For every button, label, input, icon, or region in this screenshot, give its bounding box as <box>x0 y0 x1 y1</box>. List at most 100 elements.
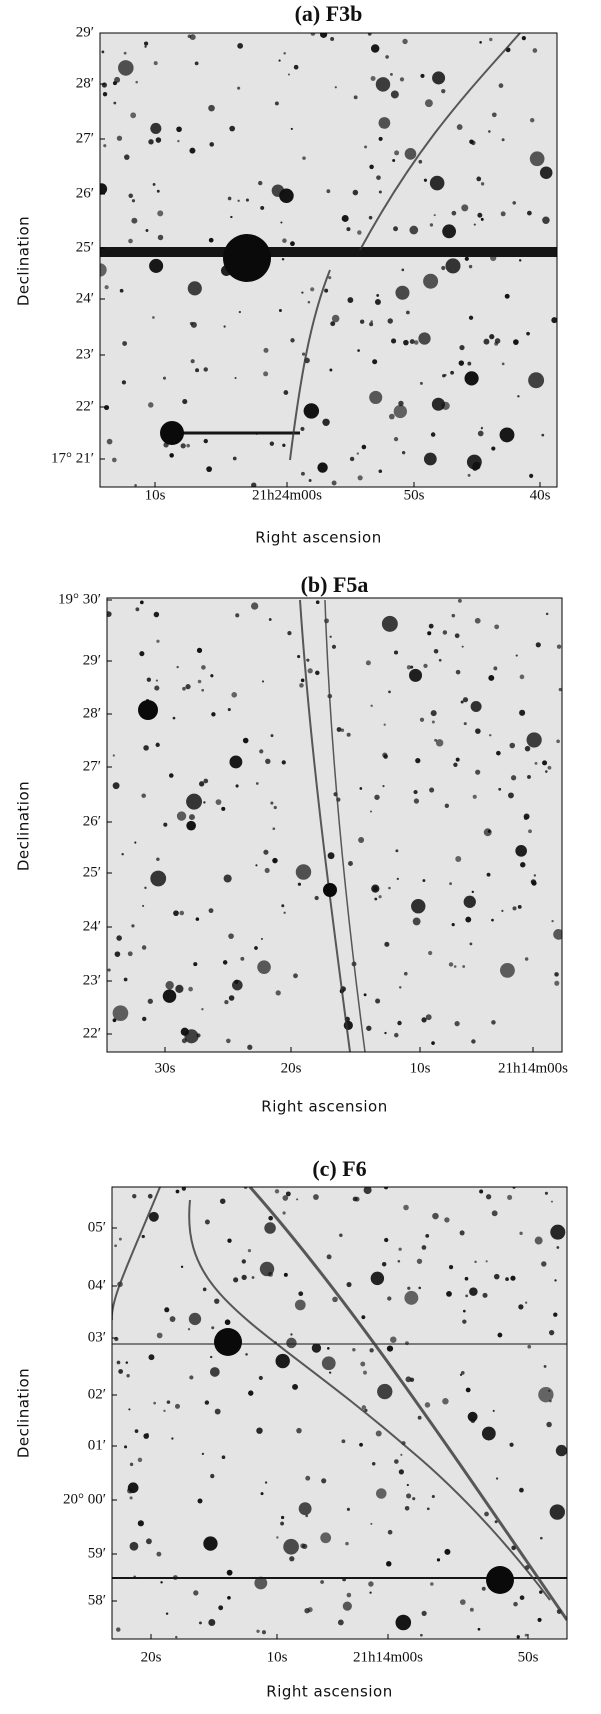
star <box>290 241 295 247</box>
star <box>554 1279 557 1282</box>
star <box>310 33 316 36</box>
star <box>383 723 386 726</box>
star <box>387 1296 392 1301</box>
y-tick-label: 03′ <box>88 1329 106 1345</box>
star <box>241 1274 247 1280</box>
star <box>547 765 552 770</box>
star <box>270 734 274 738</box>
y-tick-label: 29′ <box>83 652 101 668</box>
star <box>307 1607 313 1613</box>
star <box>527 210 532 216</box>
star <box>233 1277 239 1283</box>
star <box>367 33 372 36</box>
star <box>398 400 404 407</box>
y-tick-label: 23′ <box>76 346 94 362</box>
star <box>176 126 182 133</box>
star <box>152 182 156 186</box>
star <box>157 234 164 241</box>
star <box>112 754 115 757</box>
star <box>308 479 312 482</box>
star <box>369 1591 372 1594</box>
star <box>539 1536 543 1540</box>
star <box>175 1403 180 1409</box>
star <box>107 611 112 618</box>
filament <box>248 1187 567 1621</box>
star <box>393 226 399 232</box>
star <box>477 430 484 437</box>
star <box>263 371 269 377</box>
star <box>377 1383 393 1400</box>
star <box>195 368 200 373</box>
star <box>160 1581 163 1584</box>
star <box>501 909 504 912</box>
star <box>537 1617 542 1622</box>
star <box>412 917 421 926</box>
star <box>387 1529 393 1535</box>
y-tick-label: 25′ <box>76 239 94 255</box>
star <box>501 138 505 142</box>
star <box>467 361 472 366</box>
star <box>465 1294 469 1298</box>
star <box>144 45 147 48</box>
star <box>209 142 215 147</box>
star <box>114 951 121 958</box>
star <box>378 469 383 473</box>
star <box>431 720 435 724</box>
star <box>553 1312 558 1317</box>
star <box>196 647 203 654</box>
star <box>489 334 495 340</box>
star <box>395 285 410 300</box>
star <box>394 150 400 156</box>
star <box>515 654 518 657</box>
star <box>545 612 549 616</box>
star <box>264 867 270 873</box>
y-tick-label: 20° 00′ <box>63 1491 106 1507</box>
star <box>432 1212 439 1220</box>
star <box>201 1452 205 1456</box>
x-tick-label: 10s <box>410 1060 431 1076</box>
star <box>417 1415 422 1420</box>
star <box>508 792 514 799</box>
star <box>203 778 209 784</box>
star <box>358 837 365 843</box>
bright-star <box>486 1566 514 1594</box>
star <box>203 438 208 444</box>
star <box>429 223 434 227</box>
star <box>445 258 461 274</box>
star <box>330 37 335 41</box>
star <box>185 684 191 690</box>
star <box>418 332 431 345</box>
star <box>280 221 283 224</box>
star <box>280 1521 284 1526</box>
star <box>369 390 383 404</box>
star <box>475 728 481 734</box>
star <box>512 906 517 911</box>
star <box>548 1330 555 1336</box>
star <box>332 1296 338 1303</box>
star <box>453 965 457 968</box>
star <box>341 1439 346 1444</box>
star <box>499 427 515 443</box>
star <box>409 1377 415 1382</box>
star <box>223 874 232 883</box>
star <box>221 1455 226 1460</box>
star <box>352 1348 356 1352</box>
star <box>435 739 444 747</box>
sky-image <box>99 32 558 488</box>
star <box>289 1556 295 1562</box>
star <box>549 1399 552 1403</box>
star <box>141 945 147 950</box>
star <box>462 1319 467 1324</box>
star <box>118 60 134 76</box>
star <box>378 190 382 194</box>
star <box>394 1459 399 1464</box>
star <box>498 83 504 88</box>
star <box>142 904 145 907</box>
star <box>413 790 418 795</box>
star <box>485 1260 488 1263</box>
star <box>459 345 465 351</box>
star <box>261 1630 267 1635</box>
star <box>147 1193 153 1199</box>
star <box>474 617 481 624</box>
